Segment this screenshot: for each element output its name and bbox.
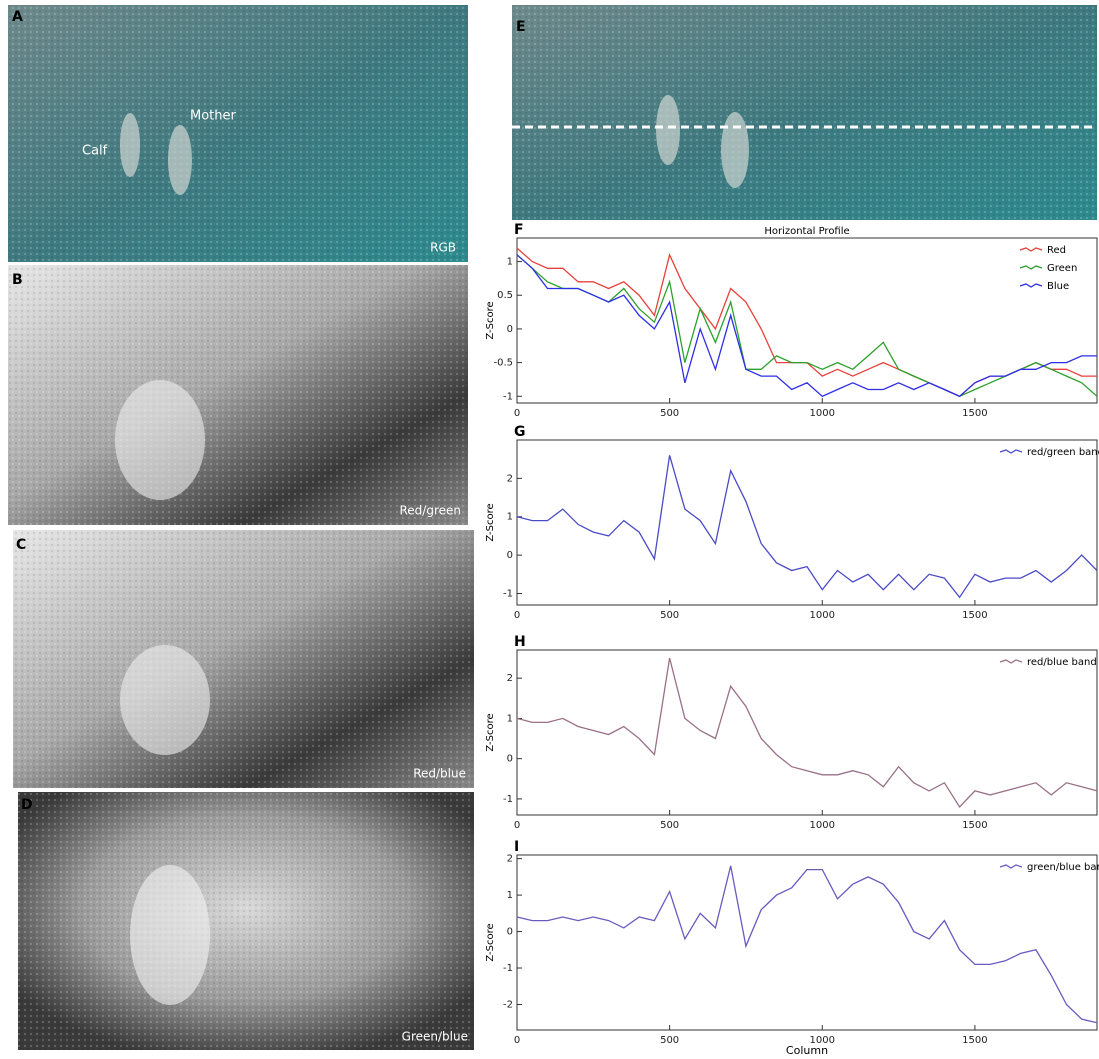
- x-tick-label: 1500: [962, 408, 987, 419]
- y-tick-label: -2: [503, 999, 513, 1010]
- caption: Red/blue: [413, 767, 466, 781]
- x-tick-label: 0: [514, 820, 520, 831]
- panel-letter: D: [21, 797, 33, 813]
- legend-label: Green: [1047, 263, 1077, 274]
- chart-title: Horizontal Profile: [764, 226, 849, 237]
- image-panel-a: A Calf Mother RGB: [8, 5, 468, 262]
- annotation: Calf: [82, 144, 108, 159]
- caption: RGB: [430, 241, 456, 255]
- y-axis-label: Z-Score: [485, 713, 496, 751]
- y-tick-label: -1: [503, 794, 513, 805]
- x-tick-label: 1000: [810, 820, 835, 831]
- y-tick-label: 1: [507, 890, 513, 901]
- caption: Red/green: [400, 504, 462, 518]
- legend-label: red/blue band pair: [1027, 657, 1099, 668]
- panel-letter: H: [514, 634, 526, 650]
- x-tick-label: 500: [660, 820, 679, 831]
- y-tick-label: 0: [507, 550, 513, 561]
- x-tick-label: 500: [660, 610, 679, 621]
- y-tick-label: 0: [507, 324, 513, 335]
- x-tick-label: 0: [514, 1035, 520, 1046]
- panel-letter: C: [16, 537, 26, 553]
- legend-label: Red: [1047, 245, 1066, 256]
- y-tick-label: 1: [507, 713, 513, 724]
- x-tick-label: 500: [660, 408, 679, 419]
- y-axis-label: Z-Score: [485, 923, 496, 961]
- y-tick-label: 0: [507, 754, 513, 765]
- image-panel-e: E: [512, 5, 1097, 220]
- panel-letter: G: [514, 424, 526, 440]
- page: {"images": [ {"letter": "A", "caption": …: [0, 0, 1099, 1055]
- y-axis-label: Z-Score: [485, 503, 496, 541]
- y-tick-label: 2: [507, 673, 513, 684]
- x-tick-label: 500: [660, 1035, 679, 1046]
- image-panel-b: B Red/green: [8, 265, 468, 525]
- y-axis-label: Z-Score: [485, 301, 496, 339]
- panel-letter: F: [514, 222, 524, 238]
- plot-frame: [517, 440, 1097, 605]
- panel-letter: A: [12, 9, 23, 25]
- figure: A Calf Mother RGB B Red/green C Red/blue…: [0, 0, 1099, 1055]
- legend-label: red/green band pair: [1027, 447, 1099, 458]
- x-tick-label: 1500: [962, 610, 987, 621]
- y-tick-label: 2: [507, 854, 513, 865]
- y-tick-label: 1: [507, 257, 513, 268]
- image-panel-c: C Red/blue: [13, 530, 474, 788]
- x-tick-label: 1500: [962, 1035, 987, 1046]
- x-tick-label: 0: [514, 408, 520, 419]
- panel-letter: I: [514, 839, 519, 855]
- caption: Green/blue: [402, 1030, 468, 1044]
- y-tick-label: 1: [507, 512, 513, 523]
- y-tick-label: -0.5: [493, 358, 513, 369]
- y-tick-label: -1: [503, 588, 513, 599]
- legend-label: Blue: [1047, 281, 1069, 292]
- y-tick-label: 0: [507, 927, 513, 938]
- y-tick-label: 0.5: [497, 290, 513, 301]
- plot-frame: [517, 855, 1097, 1030]
- y-tick-label: 2: [507, 473, 513, 484]
- panel-letter: B: [12, 272, 23, 288]
- plot-frame: [517, 238, 1097, 403]
- y-tick-label: -1: [503, 963, 513, 974]
- legend-label: green/blue band pair: [1027, 862, 1099, 873]
- y-tick-label: -1: [503, 391, 513, 402]
- x-axis-label: Column: [786, 1044, 828, 1055]
- x-tick-label: 1000: [810, 610, 835, 621]
- x-tick-label: 1000: [810, 408, 835, 419]
- panel-letter: E: [516, 19, 526, 35]
- x-tick-label: 0: [514, 610, 520, 621]
- image-panel-d: D Green/blue: [18, 792, 474, 1050]
- x-tick-label: 1500: [962, 820, 987, 831]
- annotation: Mother: [190, 109, 237, 124]
